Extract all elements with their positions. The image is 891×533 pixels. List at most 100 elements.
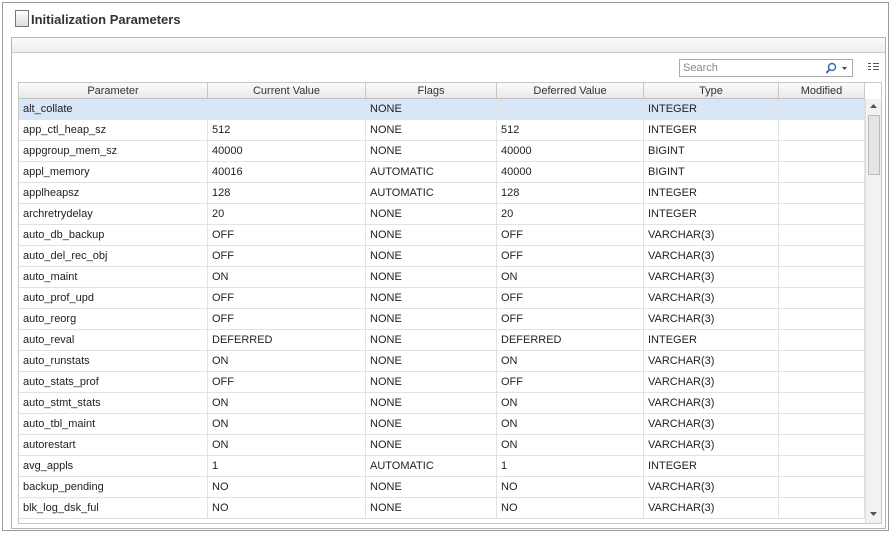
table-cell: ON — [208, 414, 366, 435]
table-cell: NONE — [366, 393, 497, 414]
table-cell: OFF — [208, 372, 366, 393]
table-cell: 20 — [497, 204, 644, 225]
column-header[interactable]: Flags — [366, 83, 497, 99]
table-cell: NO — [497, 498, 644, 519]
table-cell: auto_prof_upd — [19, 288, 208, 309]
table-cell: auto_reval — [19, 330, 208, 351]
table-cell: ON — [208, 435, 366, 456]
table-cell — [779, 477, 865, 498]
table-cell: NONE — [366, 225, 497, 246]
table-cell — [779, 162, 865, 183]
table-cell: app_ctl_heap_sz — [19, 120, 208, 141]
column-menu-icon[interactable] — [868, 62, 880, 72]
table-cell: ON — [208, 393, 366, 414]
panel: Search Parameter Current Value Flags Deferr… — [11, 37, 886, 529]
column-header[interactable]: Parameter — [19, 83, 208, 99]
table-cell — [779, 351, 865, 372]
table-cell: blk_log_dsk_ful — [19, 498, 208, 519]
table-cell: 128 — [497, 183, 644, 204]
table-cell: VARCHAR(3) — [644, 414, 779, 435]
table-cell — [779, 246, 865, 267]
table-cell: NONE — [366, 120, 497, 141]
table-cell: 512 — [497, 120, 644, 141]
column-header[interactable]: Current Value — [208, 83, 366, 99]
search-icon[interactable] — [826, 62, 850, 74]
table-cell: auto_db_backup — [19, 225, 208, 246]
table-cell — [779, 309, 865, 330]
table-cell: auto_stats_prof — [19, 372, 208, 393]
table-cell: NONE — [366, 351, 497, 372]
table-cell — [779, 288, 865, 309]
table-cell: NO — [208, 498, 366, 519]
column-header[interactable]: Deferred Value — [497, 83, 644, 99]
table-cell: NONE — [366, 330, 497, 351]
scroll-up[interactable] — [869, 102, 878, 110]
table-cell — [779, 414, 865, 435]
table-cell: auto_maint — [19, 267, 208, 288]
table-cell: VARCHAR(3) — [644, 372, 779, 393]
table-cell: NONE — [366, 204, 497, 225]
table-cell: NONE — [366, 498, 497, 519]
table-cell: NONE — [366, 246, 497, 267]
table-cell: archretrydelay — [19, 204, 208, 225]
table-cell: autorestart — [19, 435, 208, 456]
table-cell: NONE — [366, 288, 497, 309]
table-cell: NONE — [366, 141, 497, 162]
table-cell: NONE — [366, 477, 497, 498]
table-cell: VARCHAR(3) — [644, 435, 779, 456]
search-box[interactable]: Search — [679, 59, 853, 77]
table-cell: appl_memory — [19, 162, 208, 183]
table-cell: INTEGER — [644, 183, 779, 204]
table-cell: 40000 — [497, 162, 644, 183]
table-cell — [779, 393, 865, 414]
table-cell: DEFERRED — [497, 330, 644, 351]
table-cell: NONE — [366, 309, 497, 330]
table-cell — [779, 183, 865, 204]
table-cell: auto_del_rec_obj — [19, 246, 208, 267]
table-cell: OFF — [208, 246, 366, 267]
table-cell: AUTOMATIC — [366, 162, 497, 183]
table-cell — [779, 330, 865, 351]
table-cell — [208, 99, 366, 120]
column-header[interactable]: Modified — [779, 83, 865, 99]
table-cell: INTEGER — [644, 120, 779, 141]
table-cell: BIGINT — [644, 162, 779, 183]
table-cell: AUTOMATIC — [366, 183, 497, 204]
table-cell: INTEGER — [644, 330, 779, 351]
table-cell: OFF — [208, 288, 366, 309]
table-cell — [779, 120, 865, 141]
table-cell: appgroup_mem_sz — [19, 141, 208, 162]
table-cell: OFF — [208, 309, 366, 330]
table-cell: INTEGER — [644, 204, 779, 225]
table-cell — [497, 99, 644, 120]
scroll-thumb[interactable] — [868, 115, 880, 175]
table-cell: avg_appls — [19, 456, 208, 477]
table-cell: NO — [497, 477, 644, 498]
scroll-down[interactable] — [869, 510, 878, 518]
table-cell — [779, 99, 865, 120]
table-cell: backup_pending — [19, 477, 208, 498]
table-cell: OFF — [497, 225, 644, 246]
table-cell: 40000 — [208, 141, 366, 162]
table-cell — [779, 225, 865, 246]
scrollbar[interactable] — [865, 99, 881, 523]
table-cell: OFF — [497, 372, 644, 393]
table-cell: alt_collate — [19, 99, 208, 120]
table-cell: NONE — [366, 99, 497, 120]
table-cell: VARCHAR(3) — [644, 246, 779, 267]
table-cell: BIGINT — [644, 141, 779, 162]
table-cell: NONE — [366, 372, 497, 393]
table-cell: VARCHAR(3) — [644, 288, 779, 309]
table-cell: VARCHAR(3) — [644, 351, 779, 372]
table-cell: ON — [497, 393, 644, 414]
table-cell: 40000 — [497, 141, 644, 162]
table-cell: ON — [497, 414, 644, 435]
column-header[interactable]: Type — [644, 83, 779, 99]
table-cell: ON — [208, 267, 366, 288]
table-cell: 512 — [208, 120, 366, 141]
table-cell: ON — [208, 351, 366, 372]
table-cell: ON — [497, 435, 644, 456]
table-cell: ON — [497, 351, 644, 372]
table-cell: 1 — [497, 456, 644, 477]
